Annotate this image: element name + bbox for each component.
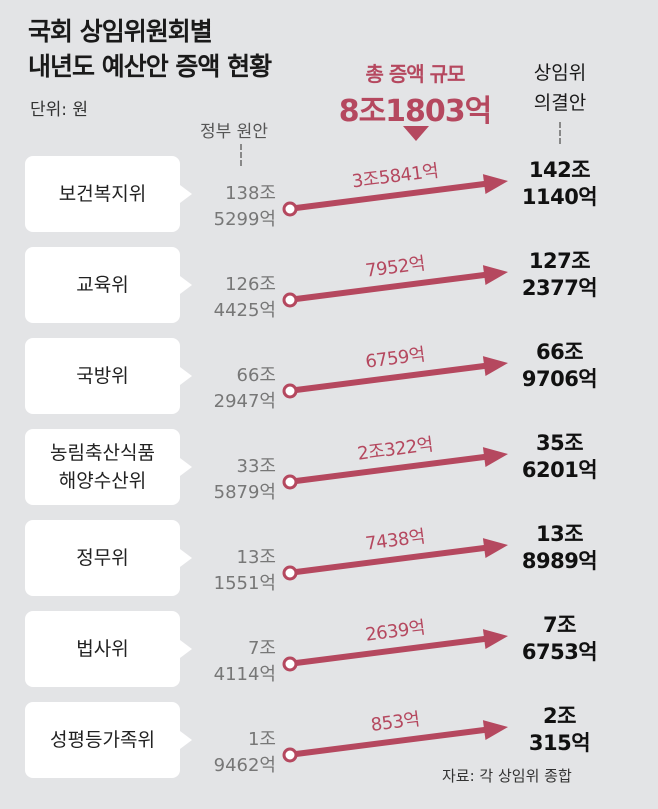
government-amount: 33조 5879억 [196, 454, 276, 506]
government-amount: 126조 4425억 [196, 272, 276, 324]
committee-amount: 127조 2377억 [512, 248, 607, 302]
government-amount-line: 126조 [225, 274, 276, 295]
government-amount-line: 5879억 [213, 482, 276, 503]
government-amount: 1조 9462억 [196, 727, 276, 779]
committee-column-header: 상임위 의결안 [510, 58, 610, 118]
committee-name: 보건복지위 [58, 183, 147, 205]
government-point-icon [282, 201, 298, 217]
government-amount-line: 1조 [247, 729, 276, 750]
committee-name: 국방위 [76, 365, 129, 387]
government-amount-line: 2947억 [213, 391, 276, 412]
committee-amount: 7조 6753억 [512, 612, 607, 666]
committee-name: 정무위 [76, 547, 129, 569]
government-point-icon [282, 383, 298, 399]
increase-arrow-line [295, 453, 493, 484]
total-increase-label: 총 증액 규모 [365, 62, 466, 86]
increase-arrow-line [295, 635, 493, 666]
committee-amount-line: 6201억 [521, 458, 598, 482]
committee-column-tick [559, 122, 561, 144]
committee-amount-line: 2조 [543, 704, 576, 728]
source-note: 자료: 각 상임위 종합 [442, 767, 572, 785]
government-amount-line: 66조 [236, 365, 276, 386]
increase-arrowhead-icon [482, 265, 508, 285]
government-amount-line: 5299억 [213, 209, 276, 230]
title-line-1: 국회 상임위원회별 [28, 17, 213, 46]
government-amount-line: 1551억 [213, 573, 276, 594]
committee-name: 해양수산위 [58, 470, 147, 492]
committee-amount-line: 8989억 [521, 549, 598, 573]
increase-arrowhead-icon [482, 447, 508, 467]
committee-amount-line: 315억 [528, 731, 591, 755]
title-line-2: 내년도 예산안 증액 현황 [28, 52, 272, 81]
committee-box: 정무위 [25, 520, 192, 596]
increase-arrow-line [295, 726, 493, 757]
government-amount-line: 138조 [225, 183, 276, 204]
committee-box: 국방위 [25, 338, 192, 414]
committee-amount: 66조 9706억 [512, 339, 607, 393]
committee-box: 성평등가족위 [25, 702, 192, 778]
committee-amount-line: 35조 [535, 431, 584, 455]
committee-box: 법사위 [25, 611, 192, 687]
increase-arrowhead-icon [482, 538, 508, 558]
government-amount-line: 9462억 [213, 755, 276, 776]
government-amount: 13조 1551억 [196, 545, 276, 597]
increase-arrowhead-icon [482, 174, 508, 194]
committee-header-line-2: 의결안 [533, 92, 587, 114]
committee-name: 법사위 [76, 638, 129, 660]
committee-amount: 2조 315억 [512, 703, 607, 757]
government-column-header: 정부 원안 [200, 122, 268, 142]
committee-box: 교육위 [25, 247, 192, 323]
committee-amount-line: 127조 [528, 249, 591, 273]
committee-box: 보건복지위 [25, 156, 192, 232]
committee-name: 농림축산식품 [50, 442, 155, 464]
government-amount-line: 4425억 [213, 300, 276, 321]
committee-amount-line: 9706억 [521, 367, 598, 391]
increase-arrow-line [295, 271, 493, 302]
committee-amount: 13조 8989억 [512, 521, 607, 575]
increase-arrowhead-icon [482, 629, 508, 649]
committee-amount-line: 66조 [535, 340, 584, 364]
committee-amount-line: 2377억 [521, 276, 598, 300]
unit-label: 단위: 원 [30, 100, 89, 120]
total-down-arrow-icon [403, 126, 429, 141]
committee-amount-line: 7조 [543, 613, 576, 637]
government-point-icon [282, 565, 298, 581]
committee-name: 교육위 [76, 274, 129, 296]
committee-amount: 35조 6201억 [512, 430, 607, 484]
government-amount-line: 33조 [236, 456, 276, 477]
increase-arrowhead-icon [482, 720, 508, 740]
committee-header-line-1: 상임위 [533, 62, 587, 84]
government-amount-line: 7조 [247, 638, 276, 659]
government-point-icon [282, 474, 298, 490]
government-amount: 138조 5299억 [196, 181, 276, 233]
committee-amount-line: 6753억 [521, 640, 598, 664]
government-column-tick [240, 144, 242, 166]
government-point-icon [282, 292, 298, 308]
government-amount: 7조 4114억 [196, 636, 276, 688]
increase-arrow-line [295, 362, 493, 393]
government-amount-line: 13조 [236, 547, 276, 568]
total-increase-value: 8조1803억 [338, 94, 493, 129]
government-point-icon [282, 747, 298, 763]
government-point-icon [282, 656, 298, 672]
increase-arrowhead-icon [482, 356, 508, 376]
increase-arrow-line [295, 180, 493, 211]
committee-name: 성평등가족위 [50, 729, 155, 751]
committee-amount-line: 13조 [535, 522, 584, 546]
increase-arrow-line [295, 544, 493, 575]
committee-amount-line: 1140억 [521, 185, 598, 209]
committee-amount: 142조 1140억 [512, 157, 607, 211]
government-amount-line: 4114억 [213, 664, 276, 685]
committee-amount-line: 142조 [528, 158, 591, 182]
chart-title: 국회 상임위원회별 내년도 예산안 증액 현황 [28, 14, 272, 84]
government-amount: 66조 2947억 [196, 363, 276, 415]
